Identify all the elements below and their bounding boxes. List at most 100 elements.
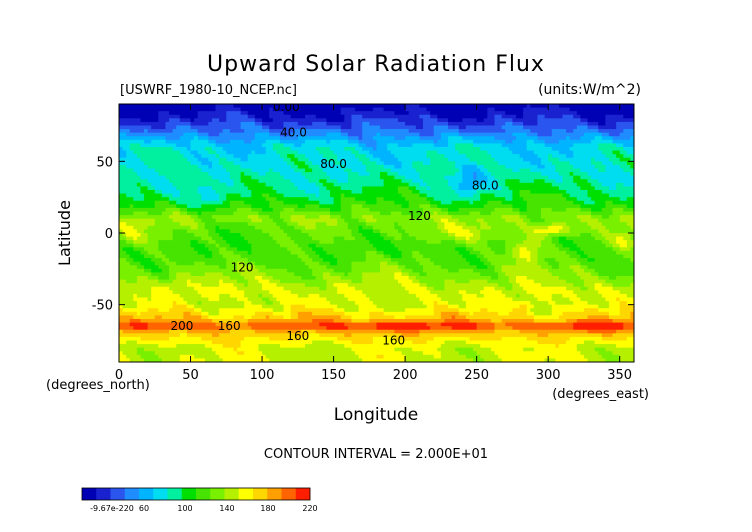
heatmap-cell [601,161,606,166]
heatmap-cell [612,161,617,166]
heatmap-cell [601,118,606,123]
heatmap-cell [483,107,488,112]
heatmap-cell [551,111,556,116]
heatmap-cell [326,225,331,230]
heatmap-cell [237,193,241,198]
heatmap-cell [408,225,413,230]
heatmap-cell [519,193,524,198]
heatmap-cell [619,164,624,169]
heatmap-cell [415,200,420,205]
heatmap-cell [290,218,295,223]
heatmap-cell [165,172,170,177]
heatmap-cell [551,136,556,141]
heatmap-cell [523,164,528,169]
heatmap-cell [383,211,388,216]
heatmap-cell [226,197,231,202]
heatmap-cell [365,172,370,177]
heatmap-cell [465,143,470,148]
heatmap-cell [455,111,460,116]
heatmap-cell [448,197,453,202]
heatmap-cell [269,207,274,212]
heatmap-cell [204,111,209,116]
heatmap-cell [569,182,574,187]
heatmap-cell [122,172,127,177]
heatmap-cell [433,107,438,112]
heatmap-cell [294,222,299,227]
heatmap-cell [186,114,191,119]
heatmap-cell [394,114,399,119]
heatmap-cell [326,197,331,202]
heatmap-cell [623,121,628,126]
heatmap-cell [144,129,149,134]
heatmap-cell [526,193,531,198]
heatmap-cell [265,150,270,155]
heatmap-cell [566,193,571,198]
heatmap-cell [605,154,610,159]
heatmap-cell [237,118,241,123]
heatmap-cell [244,139,249,144]
heatmap-cell [555,207,560,212]
heatmap-cell [312,172,317,177]
heatmap-cell [326,154,331,159]
heatmap-cell [591,207,596,212]
heatmap-cell [147,150,152,155]
heatmap-cell [616,104,621,108]
heatmap-cell [430,157,435,162]
heatmap-cell [136,129,141,134]
heatmap-cell [433,157,438,162]
heatmap-cell [276,147,281,151]
heatmap-cell [383,150,388,155]
heatmap-cell [551,143,556,148]
heatmap-cell [526,204,531,209]
heatmap-cell [412,157,417,162]
heatmap-cell [161,143,166,148]
heatmap-cell [315,225,320,230]
heatmap-cell [265,157,270,162]
heatmap-cell [569,215,574,220]
heatmap-cell [601,129,606,134]
heatmap-cell [136,172,141,177]
heatmap-cell [451,111,456,116]
heatmap-cell [566,197,571,202]
heatmap-cell [183,179,188,184]
heatmap-cell [394,161,399,166]
heatmap-cell [601,157,606,162]
heatmap-cell [573,164,578,169]
heatmap-cell [405,172,410,177]
heatmap-cell [498,207,503,212]
heatmap-cell [312,204,317,209]
heatmap-cell [269,139,274,144]
heatmap-cell [258,179,263,184]
heatmap-cell [533,211,538,216]
heatmap-cell [208,111,213,116]
heatmap-cell [133,193,138,198]
heatmap-cell [598,200,603,205]
heatmap-cell [358,111,363,116]
heatmap-cell [612,222,617,227]
heatmap-cell [172,211,177,216]
heatmap-cell [408,179,413,184]
heatmap-cell [490,161,495,166]
heatmap-cell [401,204,406,209]
heatmap-cell [179,125,184,130]
heatmap-cell [151,136,156,141]
heatmap-cell [437,139,442,144]
heatmap-cell [401,157,406,162]
heatmap-cell [430,197,435,202]
heatmap-cell [215,139,220,144]
heatmap-cell [183,225,188,230]
heatmap-cell [269,175,274,180]
heatmap-cell [201,193,206,198]
heatmap-cell [233,222,238,227]
heatmap-cell [448,139,453,144]
heatmap-cell [619,139,624,144]
heatmap-cell [626,200,631,205]
heatmap-cell [287,104,292,108]
heatmap-cell [333,114,338,119]
heatmap-cell [515,222,520,227]
heatmap-cell [247,218,252,223]
heatmap-cell [544,161,549,166]
heatmap-cell [283,150,288,155]
heatmap-cell [312,207,317,212]
heatmap-cell [304,186,309,191]
